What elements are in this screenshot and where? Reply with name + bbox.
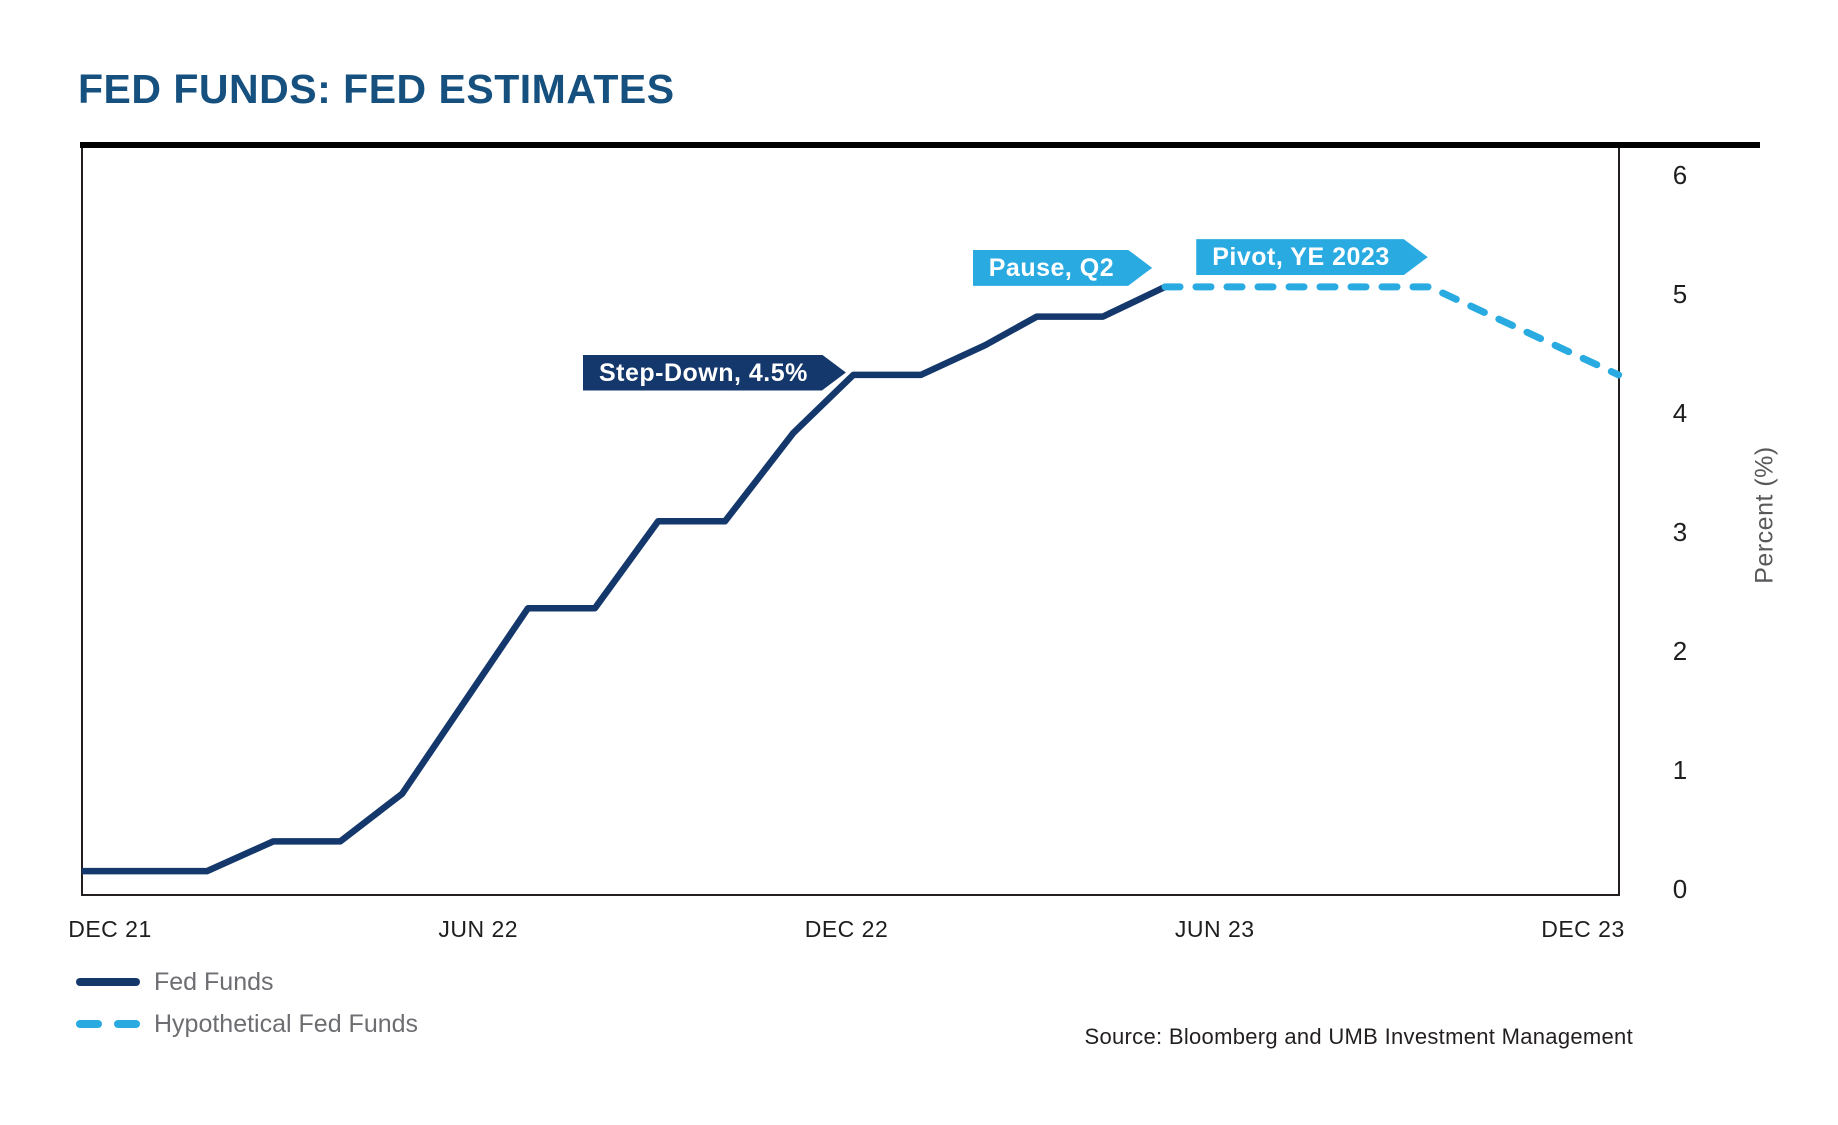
y-tick-1: 1 [1672, 755, 1688, 785]
y-tick-0: 0 [1672, 874, 1688, 904]
x-tick-dec-23: DEC 23 [1541, 916, 1625, 942]
y-tick-5: 5 [1672, 279, 1688, 309]
annotation-badge-pause-q2: Pause, Q2 [973, 250, 1152, 286]
fed-funds-line-swatch [76, 978, 140, 986]
legend-label-fed-funds: Fed Funds [154, 967, 274, 996]
x-tick-dec-21: DEC 21 [68, 916, 152, 942]
page-title: FED FUNDS: FED ESTIMATES [78, 66, 675, 112]
x-tick-jun-22: JUN 22 [438, 916, 519, 942]
legend-item-fed-funds: Fed Funds [76, 968, 418, 996]
series-hypothetical-fed-funds [1161, 283, 1623, 379]
y-axis-title: Percent (%) [1750, 446, 1779, 584]
legend-label-hypothetical-fed-funds: Hypothetical Fed Funds [154, 1009, 419, 1038]
hypothetical-fed-funds-line-swatch [76, 1020, 140, 1028]
y-tick-3: 3 [1672, 517, 1688, 547]
x-tick-dec-22: DEC 22 [804, 916, 889, 942]
y-tick-4: 4 [1672, 398, 1688, 428]
annotation-badge-pivot-ye-2023: Pivot, YE 2023 [1196, 239, 1427, 275]
source-note: Source: Bloomberg and UMB Investment Man… [1084, 1024, 1633, 1049]
y-tick-6: 6 [1672, 160, 1688, 190]
legend-item-hypothetical-fed-funds: Hypothetical Fed Funds [76, 1010, 418, 1038]
plot-border [81, 148, 1620, 896]
annotation-badge-step-down-4-5: Step-Down, 4.5% [583, 355, 846, 391]
series-fed-funds [81, 283, 1167, 875]
x-tick-jun-23: JUN 23 [1174, 916, 1255, 942]
legend: Fed Funds Hypothetical Fed Funds [76, 968, 418, 1038]
y-tick-2: 2 [1672, 636, 1688, 666]
